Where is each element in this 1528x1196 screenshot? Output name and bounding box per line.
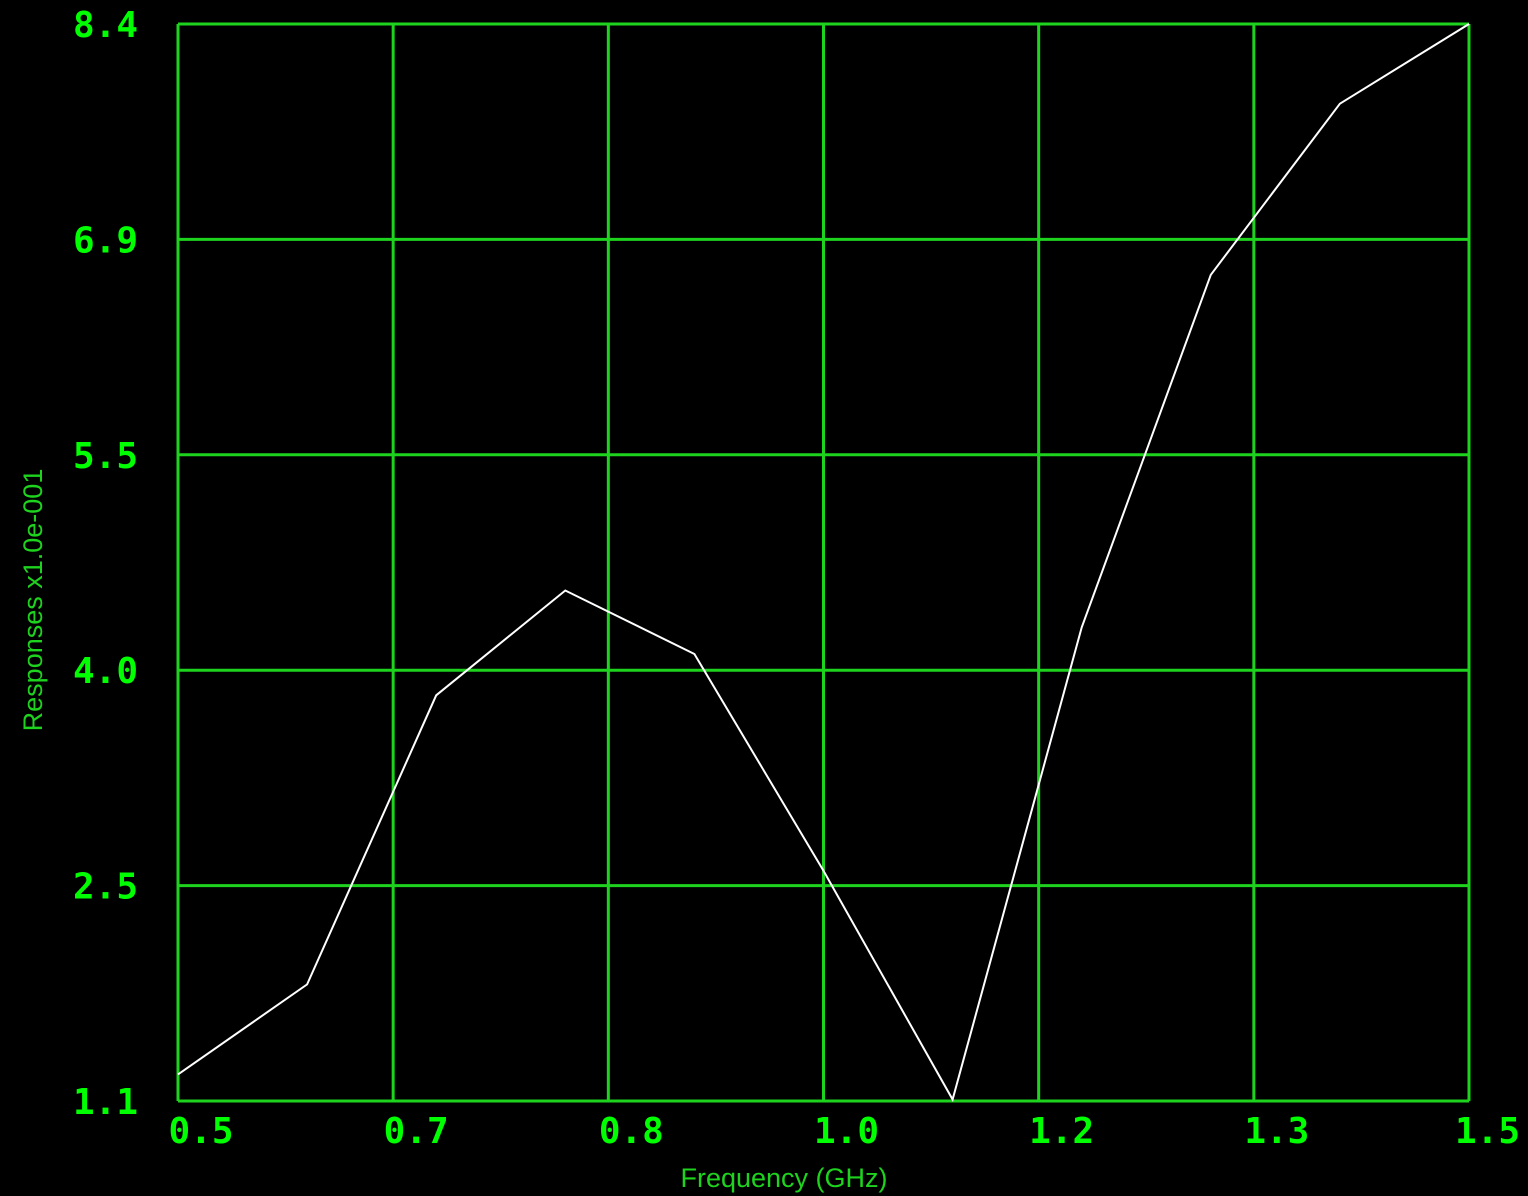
y-tick-label: 2.5: [73, 867, 138, 908]
x-tick-labels: 0.5 0.7 0.8 1.0 1.2 1.3 1.5: [168, 1111, 1520, 1152]
y-tick-label: 6.9: [73, 220, 138, 261]
x-tick-label: 1.5: [1455, 1111, 1520, 1152]
y-tick-label: 4.0: [73, 651, 138, 692]
series-line: [177, 23, 1470, 1103]
x-tick-label: 1.2: [1029, 1111, 1094, 1152]
y-tick-label: 8.4: [73, 5, 138, 46]
x-tick-label: 1.0: [814, 1111, 879, 1152]
y-axis-title: Responses x1.0e-001: [18, 469, 48, 732]
grid: [176, 22, 1471, 1103]
x-tick-label: 1.3: [1244, 1111, 1309, 1152]
x-tick-label: 0.8: [599, 1111, 664, 1152]
y-tick-labels: 1.1 2.5 4.0 5.5 6.9 8.4: [73, 5, 138, 1123]
x-axis-title: Frequency (GHz): [680, 1163, 887, 1193]
x-tick-label: 0.5: [168, 1111, 233, 1152]
series-layer: [177, 23, 1470, 1103]
y-tick-label: 1.1: [73, 1082, 138, 1123]
y-tick-label: 5.5: [73, 436, 138, 477]
x-tick-label: 0.7: [384, 1111, 449, 1152]
